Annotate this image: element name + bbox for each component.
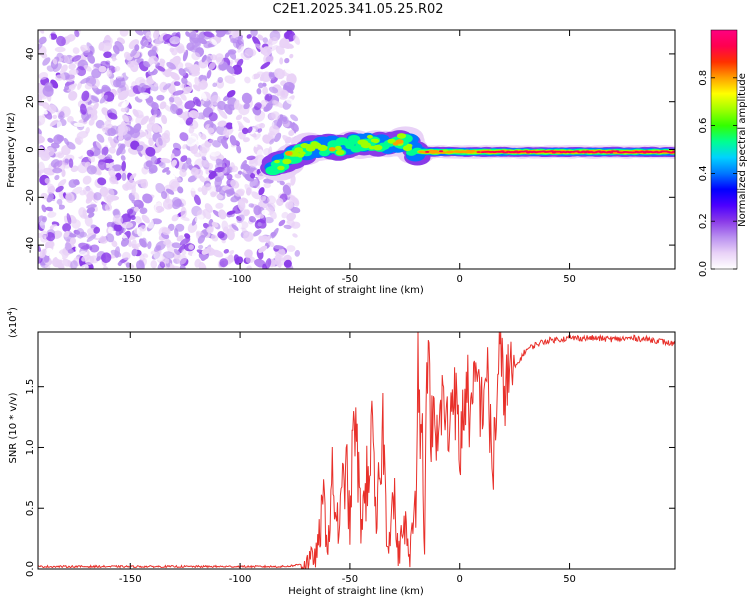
spectrogram-x-tick-label: 0 <box>457 274 463 285</box>
spectrogram-panel: -150 -100 -50 0 50 -40 -20 0 20 40 Height of str… <box>6 29 676 296</box>
colorbar-tick-label: 0.8 <box>698 70 709 86</box>
chart-title: C2E1.2025.341.05.25.R02 <box>272 2 444 17</box>
colorbar-tick-label: 0.0 <box>698 261 709 277</box>
spectrogram-x-label: Height of straight line (km) <box>288 285 424 296</box>
spectrogram-heatmap <box>38 30 675 269</box>
snr-y-label: SNR (10 * v/v) <box>8 392 19 463</box>
spectrogram-y-tick-label: -20 <box>25 189 36 205</box>
snr-scale-label: (x104) <box>6 307 19 338</box>
spectrogram-y-tick-label: 20 <box>25 95 36 108</box>
colorbar-tick-label: 0.4 <box>698 165 709 181</box>
snr-x-tick-label: -100 <box>229 574 252 585</box>
colorbar-scale <box>710 29 738 270</box>
spectrogram-x-tick-label: -150 <box>119 274 142 285</box>
snr-x-ticks: -150 -100 -50 0 50 <box>119 332 576 585</box>
snr-x-tick-label: -150 <box>119 574 142 585</box>
snr-frame <box>37 331 676 570</box>
snr-x-tick-label: 0 <box>457 574 463 585</box>
snr-series-line <box>38 332 675 569</box>
snr-y-tick-label: 1.5 <box>25 379 36 395</box>
snr-y-tick-label: 0.5 <box>25 500 36 516</box>
spectrogram-y-label: Frequency (Hz) <box>6 112 17 188</box>
colorbar: 0.0 0.2 0.4 0.6 0.8 Normalized spectral ampl… <box>698 29 748 277</box>
spectrogram-x-ticks: -150 -100 -50 0 50 <box>119 30 576 285</box>
snr-x-label: Height of straight line (km) <box>288 586 424 597</box>
colorbar-ticks: 0.0 0.2 0.4 0.6 0.8 <box>698 70 737 277</box>
spectrogram-x-tick-label: 50 <box>563 274 576 285</box>
spectrogram-y-tick-label: 40 <box>25 48 36 61</box>
snr-x-tick-label: 50 <box>563 574 576 585</box>
spectrogram-x-tick-label: -50 <box>342 274 358 285</box>
colorbar-label: Normalized spectral amplitude <box>737 73 748 227</box>
snr-panel: -150 -100 -50 0 50 0.0 0.5 1.0 1.5 Height of st… <box>6 307 676 597</box>
snr-y-ticks: 0.0 0.5 1.0 1.5 <box>25 379 675 577</box>
snr-x-tick-label: -50 <box>342 574 358 585</box>
colorbar-tick-label: 0.2 <box>698 213 709 229</box>
spectrogram-y-tick-label: -40 <box>25 237 36 253</box>
colorbar-tick-label: 0.6 <box>698 118 709 134</box>
spectrogram-y-tick-label: 0 <box>25 146 36 152</box>
snr-y-tick-label: 0.0 <box>25 561 36 577</box>
spectrogram-x-tick-label: -100 <box>229 274 252 285</box>
snr-y-tick-label: 1.0 <box>25 440 36 456</box>
spectrogram-y-ticks: -40 -20 0 20 40 <box>25 48 675 253</box>
